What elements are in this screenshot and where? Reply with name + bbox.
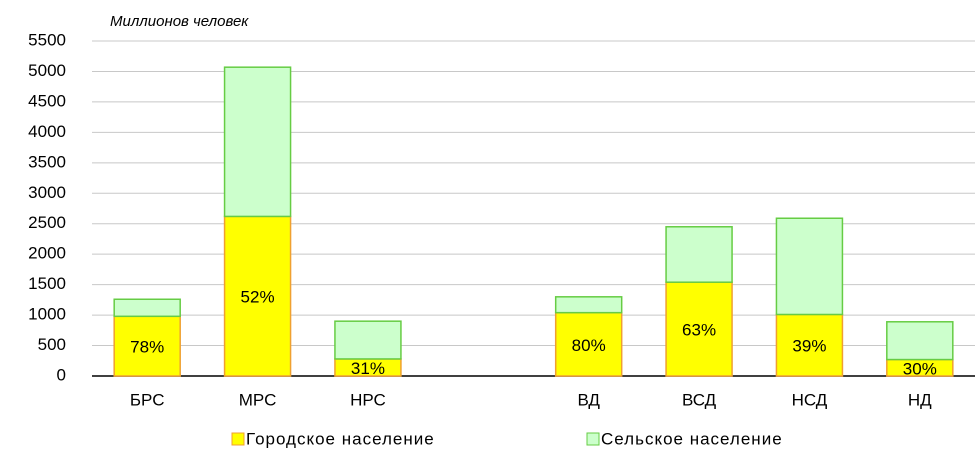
y-tick-label: 4000 [28,122,66,141]
data-label: 78% [130,338,164,357]
legend-label: Городское население [246,429,435,448]
y-tick-label: 500 [38,335,66,354]
y-tick-label: 1500 [28,274,66,293]
legend-swatch [231,432,245,446]
data-label: 31% [351,359,385,378]
data-label: 80% [572,336,606,355]
y-tick-label: 5000 [28,61,66,80]
x-tick-label: НРС [350,390,386,409]
y-tick-label: 3500 [28,152,66,171]
bar-segment [223,215,292,377]
y-tick-label: 2500 [28,213,66,232]
y-tick-label: 2000 [28,244,66,263]
y-tick-label: 4500 [28,91,66,110]
bar-segment [334,320,402,360]
bar-segment [554,296,623,314]
data-label: 63% [682,321,716,340]
y-tick-label: 5500 [28,30,66,49]
x-tick-label: ВД [577,390,600,409]
bar-segment [554,311,623,377]
x-tick-label: НД [908,390,932,409]
bar-segment [886,321,954,361]
data-label: 39% [792,337,826,356]
y-tick-label: 0 [57,365,66,384]
bar-segment [775,313,844,377]
bar-segment [665,281,733,377]
data-label: 30% [903,359,937,378]
y-axis-label: Миллионов человек [110,13,249,30]
legend-label: Сельское население [601,429,783,448]
bar-segment [665,226,733,283]
x-tick-label: БРС [130,390,165,409]
bar-segment [113,298,181,318]
bar-segment [223,66,292,218]
y-tick-label: 3000 [28,183,66,202]
y-tick-label: 1000 [28,305,66,324]
bar-segment [775,217,844,316]
bar-segment [113,315,181,377]
x-tick-label: НСД [792,390,828,409]
x-tick-label: МРС [239,390,277,409]
data-label: 52% [241,288,275,307]
legend-swatch [586,432,600,446]
x-tick-label: ВСД [682,390,717,409]
